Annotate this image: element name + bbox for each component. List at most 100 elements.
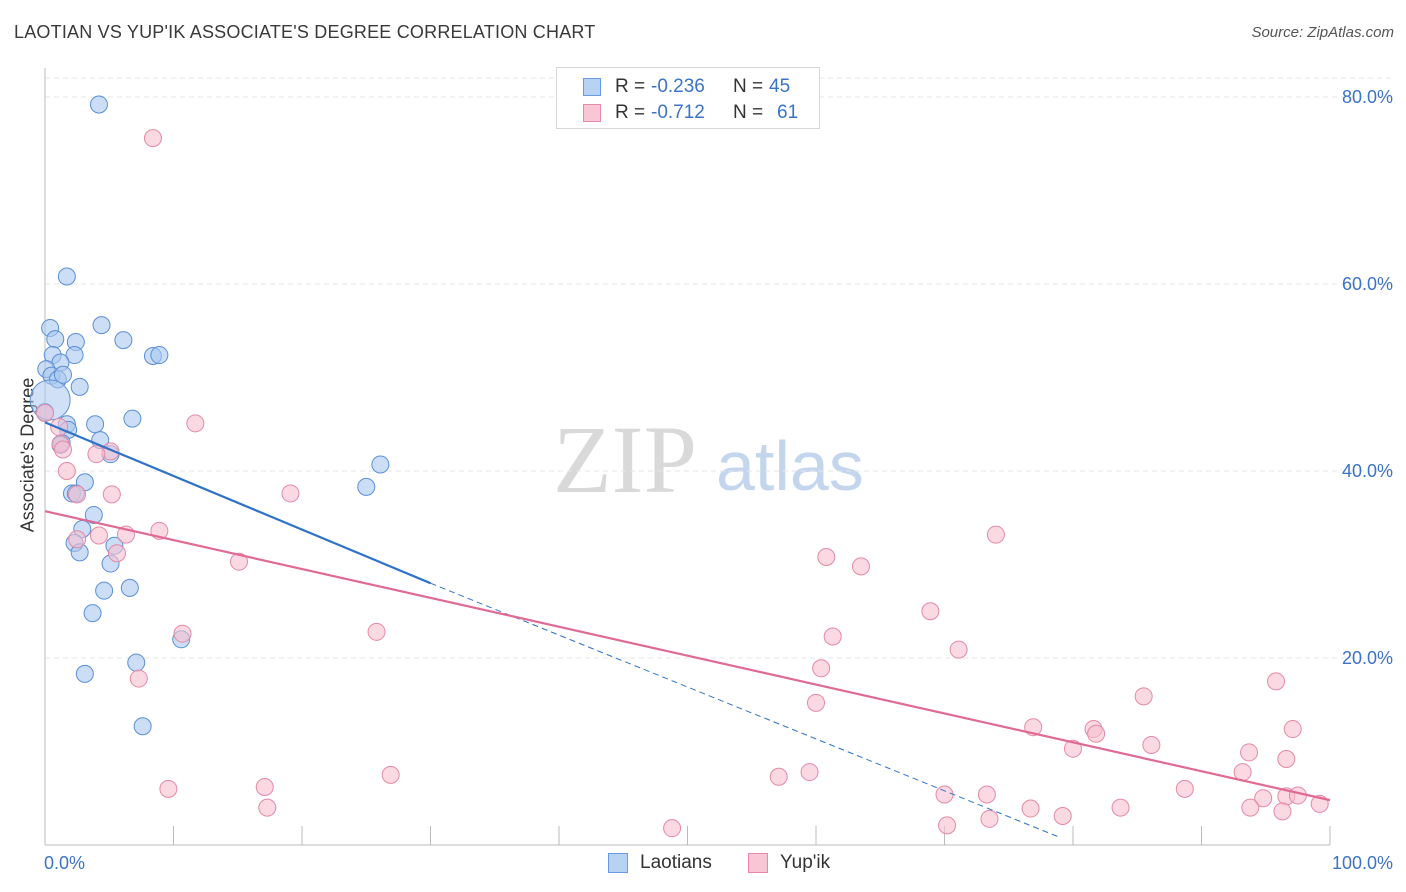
yupik-point xyxy=(68,485,87,504)
yupik-point xyxy=(807,693,825,712)
y-tick-label: 20.0% xyxy=(1342,648,1393,668)
r-label: R = xyxy=(615,76,646,97)
n-label: N = xyxy=(733,76,764,97)
laotian-trend-extension xyxy=(430,582,1061,838)
yupik-point xyxy=(1175,779,1194,798)
n-value-laotians: 45 xyxy=(769,76,791,97)
laotian-point xyxy=(57,267,76,286)
tick-labels: 20.0% 40.0% 60.0% 80.0% 0.0% 100.0% xyxy=(44,87,1393,873)
yupik-trend-line xyxy=(44,510,1331,802)
chart-title: LAOTIAN VS YUP'IK ASSOCIATE'S DEGREE COR… xyxy=(14,22,596,42)
yupik-point xyxy=(186,414,205,433)
yupik-point xyxy=(57,462,76,480)
yupik-point xyxy=(1288,786,1307,805)
yupik-point xyxy=(50,418,69,437)
r-value-laotians: -0.236 xyxy=(651,76,705,97)
yupik-point xyxy=(281,484,300,503)
y-tick-label: 60.0% xyxy=(1342,274,1393,294)
laotian-point xyxy=(123,409,142,428)
yupik-point xyxy=(986,525,1005,544)
yupik-swatch xyxy=(583,104,601,122)
yupik-point xyxy=(258,798,277,817)
yupik-point xyxy=(102,485,121,504)
y-tick-label: 80.0% xyxy=(1342,87,1393,107)
yupik-point xyxy=(1142,735,1161,754)
yupik-point xyxy=(980,809,999,828)
yupik-point xyxy=(663,819,682,838)
laotian-point xyxy=(95,581,114,600)
yupik-point xyxy=(812,659,831,678)
n-label: N = xyxy=(733,102,764,123)
yupik-point xyxy=(1240,743,1259,762)
r-label: R = xyxy=(615,102,646,123)
yupik-point xyxy=(1283,720,1302,739)
trend-lines xyxy=(44,421,1331,838)
x-tick-label: 0.0% xyxy=(44,853,85,873)
laotian-point xyxy=(75,664,94,683)
yupik-point xyxy=(1254,789,1273,808)
yupik-point xyxy=(36,404,54,423)
legend-label-yupik: Yup'ik xyxy=(780,852,831,873)
yupik-point xyxy=(823,627,842,646)
yupik-point xyxy=(851,557,870,576)
laotian-point xyxy=(120,578,139,597)
yupik-point xyxy=(800,763,819,782)
yupik-point xyxy=(143,129,162,148)
yupik-point xyxy=(230,552,249,571)
yupik-point xyxy=(938,816,957,835)
yupik-point xyxy=(53,440,72,459)
watermark-atlas: atlas xyxy=(716,427,864,505)
yupik-point xyxy=(367,622,386,641)
laotian-point xyxy=(133,717,152,736)
laotians-swatch xyxy=(583,78,601,96)
yupik-point xyxy=(1267,672,1286,691)
laotian-point xyxy=(70,377,89,396)
source-label: Source: ZipAtlas.com xyxy=(1251,24,1394,41)
data-points xyxy=(29,95,1329,838)
yupik-point xyxy=(769,767,788,786)
laotian-point xyxy=(46,330,65,349)
stats-legend: R = -0.236 N = 45 R = -0.712 N = 61 xyxy=(556,67,820,129)
laotian-point xyxy=(83,604,102,623)
n-value-yupik: 61 xyxy=(777,102,799,123)
laotian-point xyxy=(150,346,169,365)
yupik-point xyxy=(1087,724,1106,743)
yupik-point xyxy=(255,778,274,797)
r-value-yupik: -0.712 xyxy=(651,102,705,123)
yupik-point xyxy=(129,669,148,688)
yupik-point xyxy=(89,526,108,545)
yupik-point xyxy=(1111,798,1130,817)
yupik-point xyxy=(68,530,87,549)
y-tick-label: 40.0% xyxy=(1342,461,1393,481)
laotian-point xyxy=(53,365,72,384)
yupik-point xyxy=(1277,749,1296,768)
laotian-trend-line xyxy=(44,421,431,585)
yupik-point xyxy=(381,765,400,784)
laotian-point xyxy=(65,346,84,365)
laotian-point xyxy=(127,653,146,672)
gridlines xyxy=(45,77,1392,659)
watermark-zip: ZIP xyxy=(553,406,697,513)
yupik-point xyxy=(107,544,126,563)
yupik-point xyxy=(817,548,836,567)
laotian-point xyxy=(371,455,390,474)
laotian-point xyxy=(89,95,108,114)
yupik-point xyxy=(1053,807,1072,826)
yupik-point xyxy=(1064,739,1082,758)
legend-label-laotians: Laotians xyxy=(640,852,712,873)
yupik-point xyxy=(977,785,996,804)
yupik-point xyxy=(1021,799,1040,818)
laotian-point xyxy=(84,505,103,524)
laotians-legend-swatch xyxy=(608,853,628,873)
laotian-point xyxy=(92,316,111,335)
yupik-point xyxy=(1241,798,1260,817)
laotian-point xyxy=(357,477,376,496)
laotian-point xyxy=(86,415,105,434)
yupik-point xyxy=(921,602,940,621)
yupik-point xyxy=(173,624,192,643)
yupik-point xyxy=(1134,687,1153,706)
yupik-point xyxy=(935,785,954,804)
yupik-point xyxy=(949,640,968,659)
x-tick-label: 100.0% xyxy=(1332,853,1393,873)
